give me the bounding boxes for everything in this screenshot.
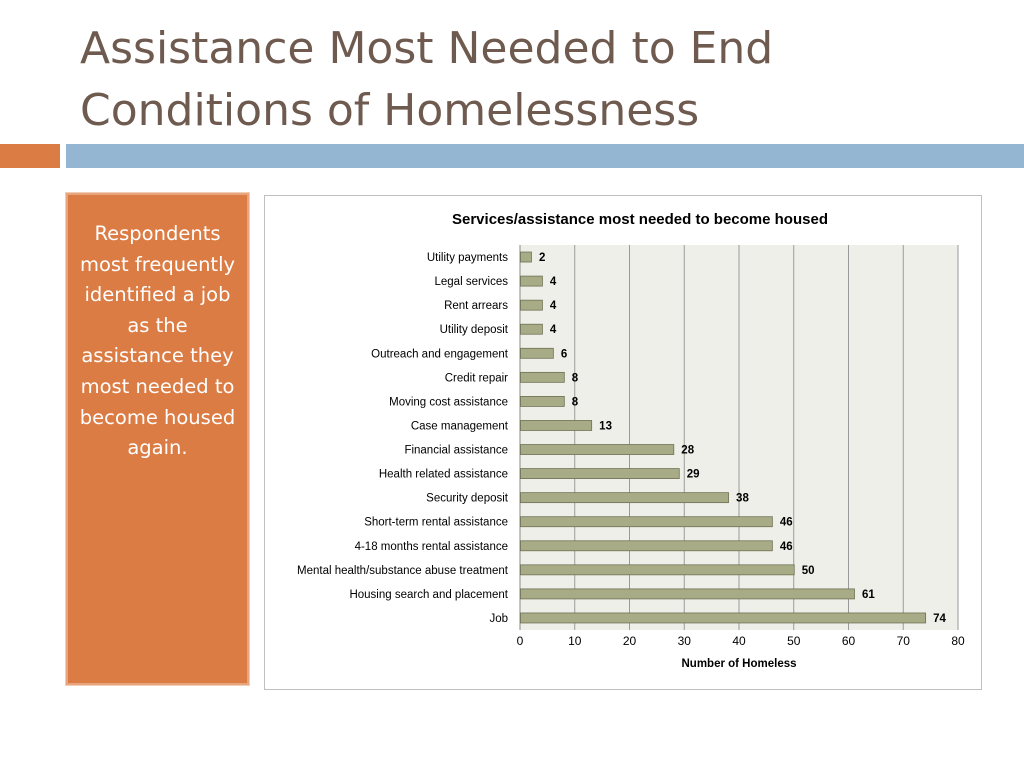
category-label: Utility deposit	[440, 324, 509, 336]
bar	[520, 396, 565, 407]
category-label: Short-term rental assistance	[364, 517, 508, 529]
category-label: Credit repair	[445, 372, 508, 384]
bar	[520, 516, 773, 528]
bar-chart: Services/assistance most needed to becom…	[297, 211, 965, 670]
data-label: 61	[862, 589, 875, 601]
title-rule-blue	[66, 144, 1024, 168]
bar	[520, 347, 554, 359]
data-label: 46	[780, 517, 793, 529]
x-axis-title: Number of Homeless	[681, 658, 796, 670]
bar	[520, 612, 927, 624]
x-tick-label: 0	[517, 634, 524, 648]
callout-box: Respondents most frequently identified a…	[65, 192, 250, 686]
category-label: Legal services	[434, 276, 508, 288]
category-label: Financial assistance	[404, 445, 508, 457]
category-label: Mental health/substance abuse treatment	[297, 565, 509, 577]
category-label: Utility payments	[427, 252, 508, 264]
title-rule-orange	[0, 144, 60, 168]
bar	[520, 420, 593, 431]
data-label: 8	[572, 396, 579, 408]
bar	[520, 444, 675, 455]
category-label: Health related assistance	[379, 469, 508, 481]
bar	[520, 564, 795, 576]
x-tick-label: 30	[678, 634, 692, 648]
x-tick-label: 50	[787, 634, 801, 648]
data-label: 8	[572, 372, 579, 384]
category-label: Security deposit	[426, 493, 509, 505]
x-tick-label: 70	[897, 634, 911, 648]
x-tick-label: 60	[842, 634, 856, 648]
callout-text: Respondents most frequently identified a…	[79, 222, 236, 460]
bar	[520, 371, 565, 383]
data-label: 50	[802, 565, 815, 577]
category-label: Outreach and engagement	[371, 348, 509, 360]
bar	[520, 299, 543, 311]
data-label: 4	[550, 324, 557, 336]
bar	[520, 323, 543, 335]
category-label: Rent arrears	[444, 300, 508, 312]
slide-title: Assistance Most Needed to End Conditions…	[80, 18, 980, 142]
slide-title-line-1: Assistance Most Needed to End	[80, 23, 774, 74]
data-label: 29	[687, 469, 700, 481]
category-label: Moving cost assistance	[389, 396, 508, 408]
x-tick-label: 20	[623, 634, 637, 648]
category-label: Job	[489, 613, 508, 625]
x-tick-label: 80	[951, 634, 965, 648]
category-label: Case management	[411, 420, 509, 432]
data-label: 2	[539, 252, 545, 264]
data-label: 38	[736, 493, 749, 505]
data-label: 74	[933, 613, 946, 625]
data-label: 13	[599, 420, 612, 432]
data-label: 4	[550, 300, 557, 312]
x-tick-label: 40	[732, 634, 746, 648]
category-label: 4-18 months rental assistance	[355, 541, 508, 553]
bar	[520, 468, 680, 479]
x-tick-label: 10	[568, 634, 582, 648]
data-label: 6	[561, 348, 567, 360]
data-label: 46	[780, 541, 793, 553]
bar	[520, 275, 543, 287]
chart-frame: Services/assistance most needed to becom…	[264, 195, 982, 690]
slide-title-line-2: Conditions of Homelessness	[80, 85, 700, 136]
data-label: 28	[681, 445, 694, 457]
data-label: 4	[550, 276, 557, 288]
bar	[520, 492, 729, 504]
bar	[520, 540, 773, 552]
bar	[520, 588, 855, 600]
chart-title: Services/assistance most needed to becom…	[452, 211, 828, 228]
bar	[520, 251, 532, 263]
category-label: Housing search and placement	[349, 589, 508, 601]
